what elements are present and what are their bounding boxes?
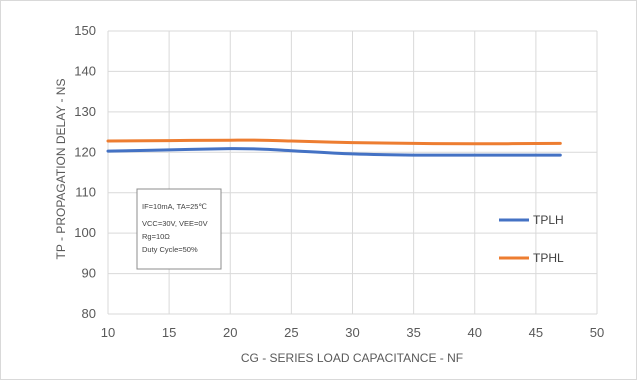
annotation-line-4: Duty Cycle=50% [142,245,198,254]
y-axis-title: TP - PROPAGATION DELAY - NS [54,79,68,260]
x-tick-label: 10 [101,325,115,340]
x-tick-labels: 10 15 20 25 30 35 40 45 50 [101,325,604,340]
x-tick-label: 15 [162,325,176,340]
y-tick-label: 130 [74,104,96,119]
y-tick-label: 120 [74,144,96,159]
x-tick-label: 35 [406,325,420,340]
x-tick-label: 30 [345,325,359,340]
series-line-tphl [106,138,562,146]
x-tick-label: 40 [468,325,482,340]
y-tick-label: 150 [74,23,96,38]
annotation-line-1: IF=10mA, TA=25℃ [142,202,207,211]
annotation-line-2: VCC=30V, VEE=0V [142,219,208,228]
annotation-line-3: Rg=10Ω [142,232,170,241]
y-tick-label: 100 [74,225,96,240]
grid-lines [107,30,598,315]
legend-label-tphl: TPHL [533,251,564,265]
y-tick-label: 80 [82,306,96,321]
y-tick-label: 90 [82,266,96,281]
series-line-tplh [106,147,562,157]
legend: TPLH TPHL [499,213,564,265]
series-lines [106,138,562,157]
x-tick-label: 25 [284,325,298,340]
y-tick-labels: 80 90 100 110 120 130 140 150 [74,23,96,321]
conditions-annotation: IF=10mA, TA=25℃ VCC=30V, VEE=0V Rg=10Ω D… [136,188,222,270]
y-tick-label: 110 [75,185,96,200]
x-tick-label: 20 [223,325,237,340]
x-tick-label: 50 [590,325,604,340]
x-tick-label: 45 [529,325,543,340]
x-axis-title: CG - SERIES LOAD CAPACITANCE - NF [241,351,463,365]
y-tick-label: 140 [74,63,96,78]
legend-label-tplh: TPLH [533,213,564,227]
